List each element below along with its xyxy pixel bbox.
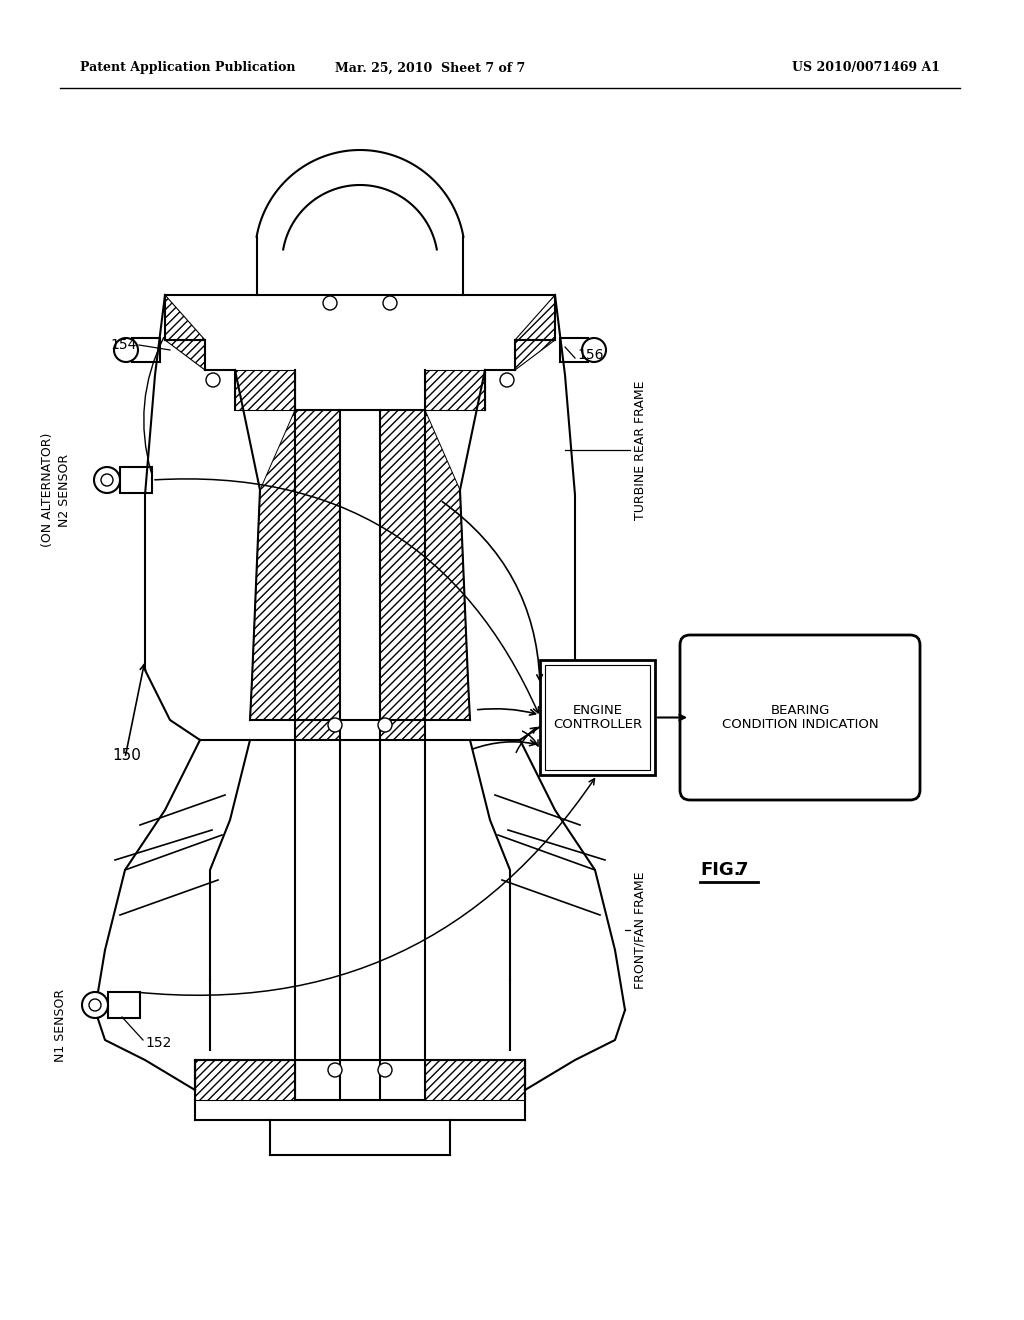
Polygon shape bbox=[425, 411, 470, 719]
Bar bbox=[295, 411, 340, 741]
Text: 7: 7 bbox=[736, 861, 749, 879]
Circle shape bbox=[94, 467, 120, 492]
Bar bbox=[545, 665, 650, 770]
Polygon shape bbox=[515, 294, 555, 370]
Text: FRONT/FAN FRAME: FRONT/FAN FRAME bbox=[634, 871, 646, 989]
FancyArrowPatch shape bbox=[516, 727, 537, 752]
Bar bbox=[108, 993, 140, 1018]
Circle shape bbox=[500, 374, 514, 387]
Circle shape bbox=[323, 296, 337, 310]
Bar bbox=[234, 370, 295, 411]
FancyBboxPatch shape bbox=[680, 635, 920, 800]
Text: 150: 150 bbox=[112, 747, 141, 763]
Text: US 2010/0071469 A1: US 2010/0071469 A1 bbox=[792, 62, 940, 74]
FancyArrowPatch shape bbox=[522, 731, 538, 746]
Circle shape bbox=[582, 338, 606, 362]
Bar bbox=[132, 338, 160, 362]
Text: N1 SENSOR: N1 SENSOR bbox=[53, 989, 67, 1061]
FancyArrowPatch shape bbox=[138, 779, 595, 995]
Circle shape bbox=[206, 374, 220, 387]
Text: BEARING
CONDITION INDICATION: BEARING CONDITION INDICATION bbox=[722, 704, 879, 731]
Text: 154: 154 bbox=[111, 338, 137, 352]
Bar bbox=[425, 1060, 525, 1100]
Text: TURBINE REAR FRAME: TURBINE REAR FRAME bbox=[634, 380, 646, 520]
Polygon shape bbox=[250, 411, 295, 719]
Circle shape bbox=[383, 296, 397, 310]
Circle shape bbox=[114, 338, 138, 362]
Bar bbox=[120, 467, 152, 492]
Text: 152: 152 bbox=[145, 1036, 171, 1049]
Circle shape bbox=[378, 1063, 392, 1077]
Text: Patent Application Publication: Patent Application Publication bbox=[80, 62, 296, 74]
Circle shape bbox=[378, 718, 392, 733]
Text: FIG.: FIG. bbox=[700, 861, 740, 879]
Bar bbox=[195, 1060, 295, 1100]
Circle shape bbox=[82, 993, 108, 1018]
Circle shape bbox=[89, 999, 101, 1011]
Polygon shape bbox=[165, 294, 205, 370]
Text: Mar. 25, 2010  Sheet 7 of 7: Mar. 25, 2010 Sheet 7 of 7 bbox=[335, 62, 525, 74]
Circle shape bbox=[328, 718, 342, 733]
Bar bbox=[380, 411, 425, 741]
FancyArrowPatch shape bbox=[155, 479, 539, 713]
Circle shape bbox=[101, 474, 113, 486]
Text: 156: 156 bbox=[577, 348, 603, 362]
Text: (ON ALTERNATOR): (ON ALTERNATOR) bbox=[42, 433, 54, 548]
Text: ENGINE
CONTROLLER: ENGINE CONTROLLER bbox=[553, 704, 642, 731]
Circle shape bbox=[328, 1063, 342, 1077]
Bar bbox=[425, 370, 485, 411]
Bar bbox=[540, 660, 655, 775]
Bar bbox=[560, 338, 588, 362]
Text: N2 SENSOR: N2 SENSOR bbox=[58, 454, 72, 527]
